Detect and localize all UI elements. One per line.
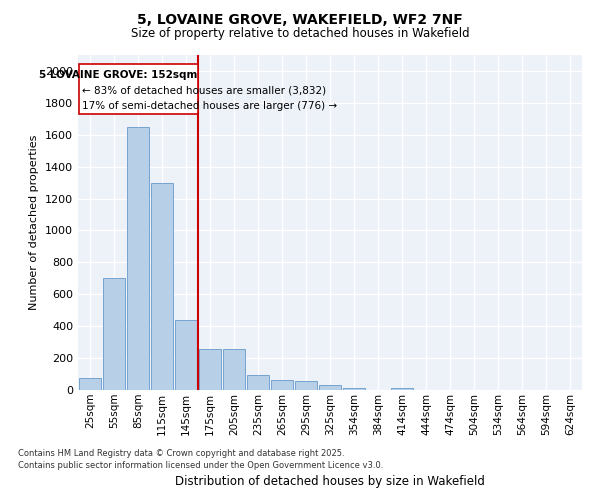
Bar [271,380,293,390]
Text: 17% of semi-detached houses are larger (776) →: 17% of semi-detached houses are larger (… [82,100,337,110]
Bar [79,64,197,114]
Bar [127,127,149,390]
Text: Contains HM Land Registry data © Crown copyright and database right 2025.: Contains HM Land Registry data © Crown c… [18,448,344,458]
Text: Contains public sector information licensed under the Open Government Licence v3: Contains public sector information licen… [18,461,383,470]
Bar [151,182,173,390]
Bar [175,320,197,390]
Bar [79,378,101,390]
Text: 5, LOVAINE GROVE, WAKEFIELD, WF2 7NF: 5, LOVAINE GROVE, WAKEFIELD, WF2 7NF [137,12,463,26]
Y-axis label: Number of detached properties: Number of detached properties [29,135,40,310]
Text: 5 LOVAINE GROVE: 152sqm: 5 LOVAINE GROVE: 152sqm [39,70,197,80]
Bar [199,350,221,390]
Text: Distribution of detached houses by size in Wakefield: Distribution of detached houses by size … [175,474,485,488]
Bar [319,385,341,390]
Bar [343,388,365,390]
Bar [223,350,245,390]
Text: ← 83% of detached houses are smaller (3,832): ← 83% of detached houses are smaller (3,… [82,86,326,96]
Bar [103,278,125,390]
Text: Size of property relative to detached houses in Wakefield: Size of property relative to detached ho… [131,28,469,40]
Bar [391,388,413,390]
Bar [295,381,317,390]
Bar [247,375,269,390]
